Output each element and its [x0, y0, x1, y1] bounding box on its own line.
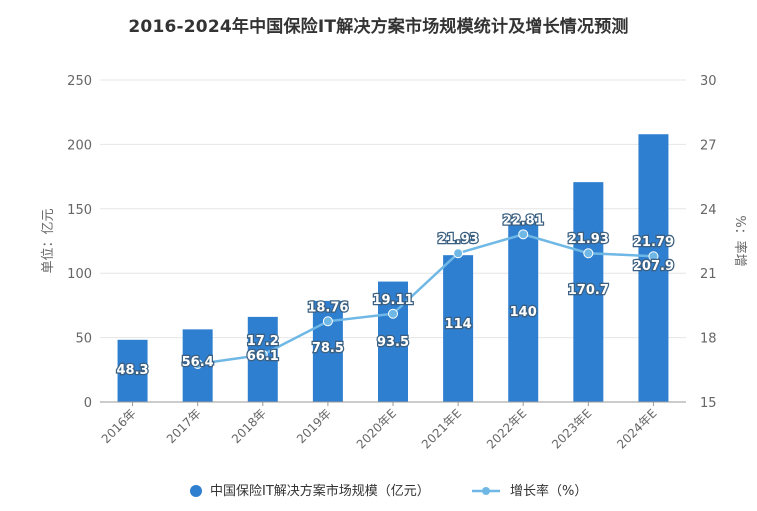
y-tick-label: 200 [67, 138, 92, 153]
bar-value-label: 56.4 [182, 355, 214, 370]
growth-value-label: 18.76 [307, 300, 348, 315]
bar [378, 281, 408, 402]
x-tick-label: 2019年 [294, 406, 334, 446]
x-tick-label: 2021年E [419, 406, 464, 451]
bar-value-label: 78.5 [312, 341, 344, 356]
growth-value-label: 21.93 [438, 232, 479, 247]
legend-bar-label: 中国保险IT解决方案市场规模（亿元） [210, 483, 430, 499]
legend-line-marker [482, 487, 490, 495]
growth-value-label: 19.11 [372, 293, 413, 308]
line-series [192, 229, 659, 370]
bar-value-label: 140 [510, 305, 537, 320]
y2-tick-label: 24 [700, 203, 717, 218]
growth-point [388, 308, 398, 319]
legend-line-label: 增长率（%） [510, 483, 587, 499]
y-axis-title: 单位：亿元 [41, 208, 56, 273]
x-tick-label: 2017年 [164, 406, 204, 446]
bar-value-label: 48.3 [117, 363, 149, 378]
growth-point [257, 349, 268, 360]
growth-point [583, 248, 594, 259]
data-labels: 48.3 56.4 66.1 78.5 93.5 114 140 170.7 207.9 17.2… [115, 212, 675, 379]
y-tick-label: 150 [67, 203, 92, 218]
y-tick-label: 100 [67, 267, 92, 282]
growth-point [192, 359, 203, 370]
y2-axis-title: %：率增 [732, 215, 748, 266]
growth-point [518, 229, 529, 240]
growth-value-label: 21.79 [633, 235, 674, 250]
y2-tick-label: 30 [700, 74, 717, 89]
y-tick-label: 50 [75, 332, 92, 347]
x-tick-label: 2023年E [549, 406, 594, 451]
y-tick-label: 250 [67, 74, 92, 89]
growth-point [648, 251, 659, 262]
y2-tick-label: 21 [700, 267, 717, 282]
bar-value-label: 93.5 [377, 335, 409, 350]
x-tick-label: 2024年E [614, 406, 659, 451]
legend-bar-swatch [190, 485, 202, 497]
chart-title: 2016-2024年中国保险IT解决方案市场规模统计及增长情况预测 [128, 17, 629, 37]
bar-value-label: 114 [445, 317, 472, 332]
growth-value-label: 17.2 [247, 334, 279, 349]
growth-point [453, 248, 464, 259]
x-tick-label: 2022年E [484, 406, 529, 451]
growth-value-label: 22.81 [503, 213, 544, 228]
legend: 中国保险IT解决方案市场规模（亿元） 增长率（%） [190, 483, 587, 499]
x-tick-label: 2016年 [99, 406, 139, 446]
y-tick-label: 0 [84, 396, 92, 411]
bar [443, 255, 474, 402]
y2-tick-label: 18 [700, 332, 717, 347]
x-tick-label: 2020年E [354, 406, 399, 451]
bar [117, 339, 148, 402]
growth-point [322, 316, 333, 327]
bar [573, 182, 604, 402]
bar [508, 221, 539, 402]
growth-value-label: 21.93 [568, 232, 609, 247]
x-tick-label: 2018年 [229, 406, 269, 446]
bar-value-label: 207.9 [633, 259, 674, 274]
bar-value-label: 170.7 [568, 283, 609, 298]
bar [638, 134, 669, 402]
growth-line [197, 233, 654, 366]
y2-tick-label: 27 [700, 138, 717, 153]
y2-tick-label: 15 [700, 396, 717, 411]
bar-value-label: 66.1 [247, 349, 279, 364]
